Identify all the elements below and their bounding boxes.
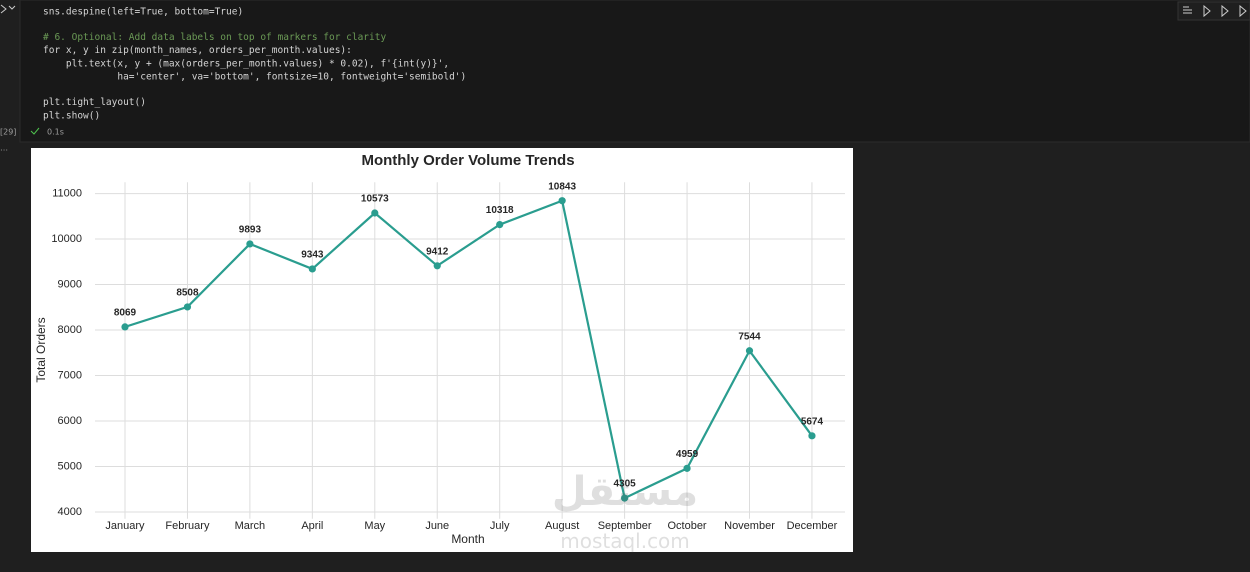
y-tick-label: 5000 <box>58 460 82 472</box>
toolbar-button[interactable] <box>1183 6 1192 14</box>
x-tick-label: June <box>425 520 449 532</box>
code-line: sns.despine(left=True, bottom=True) <box>43 7 243 18</box>
data-label: 4959 <box>676 449 699 460</box>
run-chevron[interactable] <box>0 4 16 14</box>
chart-title: Monthly Order Volume Trends <box>361 152 574 169</box>
toolbar-button[interactable] <box>1221 4 1229 18</box>
x-tick-label: April <box>301 520 323 532</box>
marker <box>308 265 316 273</box>
data-label: 9412 <box>426 246 449 257</box>
watermark-arabic: مستقل <box>552 469 698 515</box>
data-label: 7544 <box>738 331 761 342</box>
status-time: 0.1s <box>47 128 64 137</box>
marker <box>808 432 816 440</box>
line <box>124 199 813 500</box>
marker <box>433 262 441 270</box>
x-tick-label: August <box>545 520 579 532</box>
y-tick-label: 10000 <box>51 233 82 245</box>
data-label: 10573 <box>361 194 389 205</box>
code-line: plt.show() <box>43 110 100 121</box>
data-label: 4305 <box>613 479 636 490</box>
code-line: ha='center', va='bottom', fontsize=10, f… <box>43 72 466 83</box>
toolbar-bg <box>1177 1 1250 21</box>
toolbar-button[interactable] <box>1203 4 1211 18</box>
x-tick-label: December <box>787 520 838 532</box>
data-label: 9893 <box>239 225 262 236</box>
x-axis-title: Month <box>451 532 484 546</box>
watermark: مستقل mostaql.com <box>552 469 698 553</box>
marker <box>683 464 691 472</box>
marker <box>183 303 192 311</box>
execution-count: [29] <box>0 128 16 137</box>
marker <box>745 347 754 355</box>
x-tick-label: February <box>165 520 210 532</box>
x-tick-label: January <box>105 520 145 532</box>
x-tick-label: November <box>724 520 775 532</box>
data-label: 9343 <box>301 250 324 261</box>
output-menu[interactable]: ⋯ <box>0 146 8 155</box>
marker <box>246 240 254 248</box>
y-tick-label: 8000 <box>58 324 82 336</box>
code-line: for x, y in zip(month_names, orders_per_… <box>43 45 352 56</box>
code-line: plt.tight_layout() <box>43 97 146 108</box>
toolbar-button[interactable] <box>1239 4 1247 18</box>
data-label: 8508 <box>176 288 199 299</box>
y-tick-label: 4000 <box>58 506 82 518</box>
cell-toolbar <box>1177 1 1250 21</box>
marker <box>371 209 379 217</box>
marker <box>121 323 129 331</box>
y-tick-label: 11000 <box>52 187 82 199</box>
data-label: 10843 <box>548 181 576 192</box>
data-label: 10318 <box>486 205 514 216</box>
marker <box>496 220 504 229</box>
x-tick-label: September <box>598 520 652 532</box>
y-tick-label: 7000 <box>58 369 82 381</box>
x-tick-label: March <box>235 520 266 532</box>
y-tick-label: 9000 <box>58 278 82 290</box>
code-line: # 6. Optional: Add data labels on top of… <box>43 32 386 43</box>
data-label: 5674 <box>801 416 824 427</box>
success-check <box>30 127 40 135</box>
code-cell <box>19 0 1250 143</box>
y-axis-title: Total Orders <box>34 317 48 382</box>
code-line: plt.text(x, y + (max(orders_per_month.va… <box>43 58 449 69</box>
marker <box>621 494 629 502</box>
y-tick-label: 6000 <box>58 415 82 427</box>
x-tick-label: May <box>364 520 385 532</box>
plot: 4000 5000 6000 7000 8000 9000 10000 11000 Januar… <box>51 181 845 532</box>
x-tick-label: July <box>490 520 510 532</box>
x-tick-label: October <box>667 520 706 532</box>
watermark-latin: mostaql.com <box>560 529 690 553</box>
data-label: 8069 <box>114 308 137 319</box>
marker <box>558 197 566 205</box>
chart-area <box>31 148 853 552</box>
